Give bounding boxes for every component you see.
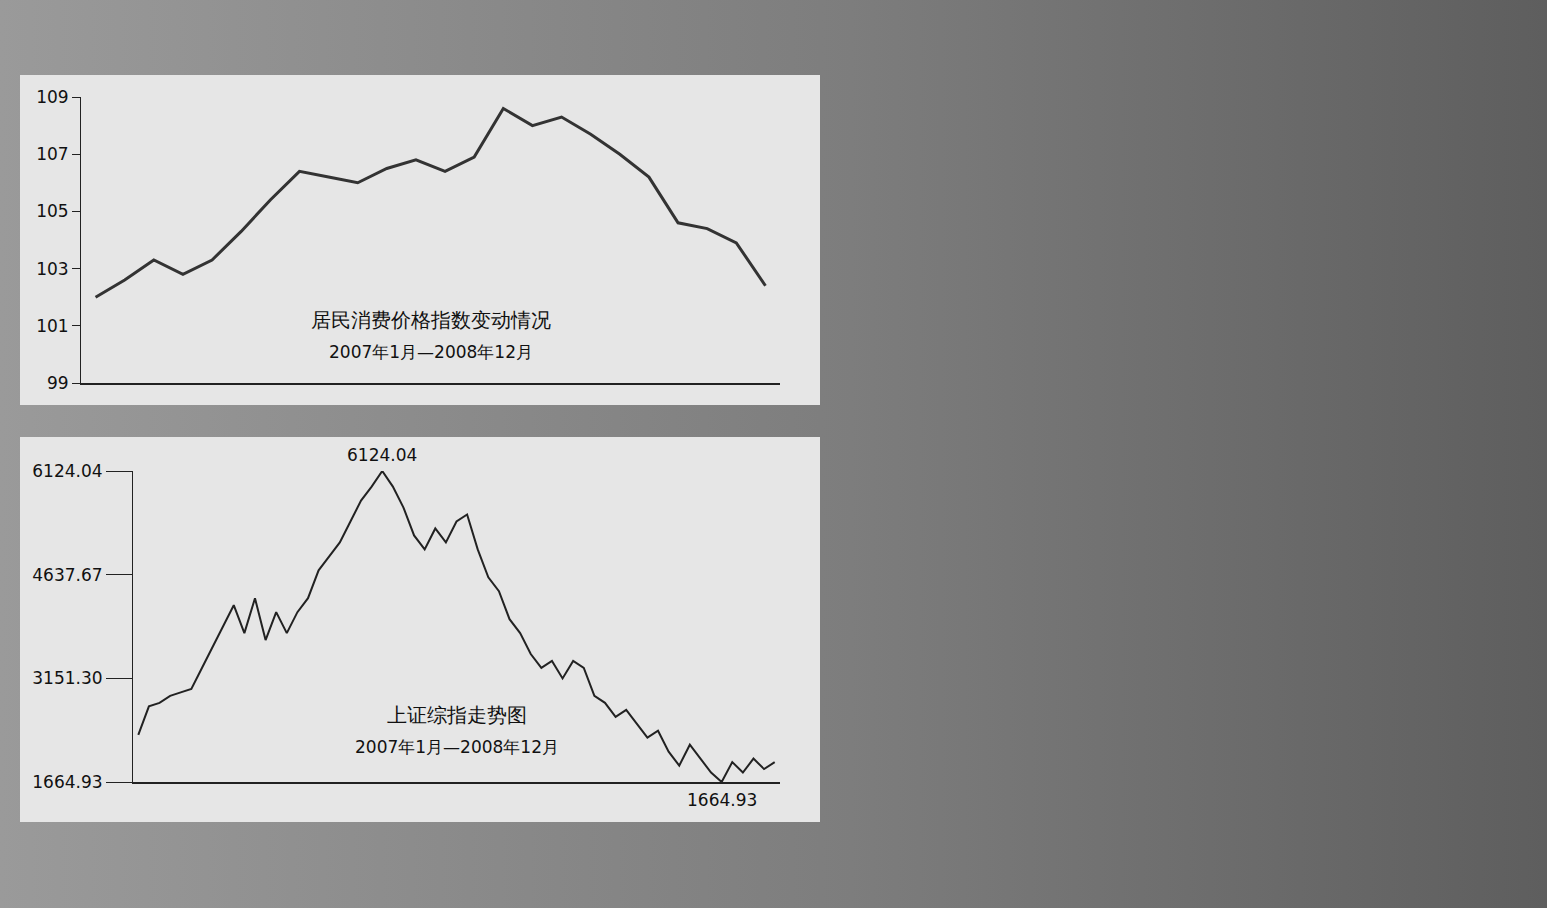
svg-text:3151.30: 3151.30 [32, 668, 102, 688]
svg-text:2007年1月—2008年12月: 2007年1月—2008年12月 [329, 342, 533, 362]
svg-text:109: 109 [36, 87, 68, 107]
svg-text:2007年1月—2008年12月: 2007年1月—2008年12月 [355, 737, 559, 757]
svg-text:105: 105 [36, 201, 68, 221]
svg-text:6124.04: 6124.04 [32, 461, 102, 481]
svg-text:99: 99 [47, 373, 69, 393]
svg-text:居民消费价格指数变动情况: 居民消费价格指数变动情况 [311, 308, 551, 332]
svg-text:6124.04: 6124.04 [347, 445, 417, 465]
svg-text:4637.67: 4637.67 [32, 565, 102, 585]
svg-text:1664.93: 1664.93 [32, 772, 102, 792]
svg-text:107: 107 [36, 144, 68, 164]
svg-text:上证综指走势图: 上证综指走势图 [387, 703, 527, 727]
svg-text:101: 101 [36, 316, 68, 336]
svg-text:1664.93: 1664.93 [687, 790, 757, 810]
svg-text:103: 103 [36, 259, 68, 279]
